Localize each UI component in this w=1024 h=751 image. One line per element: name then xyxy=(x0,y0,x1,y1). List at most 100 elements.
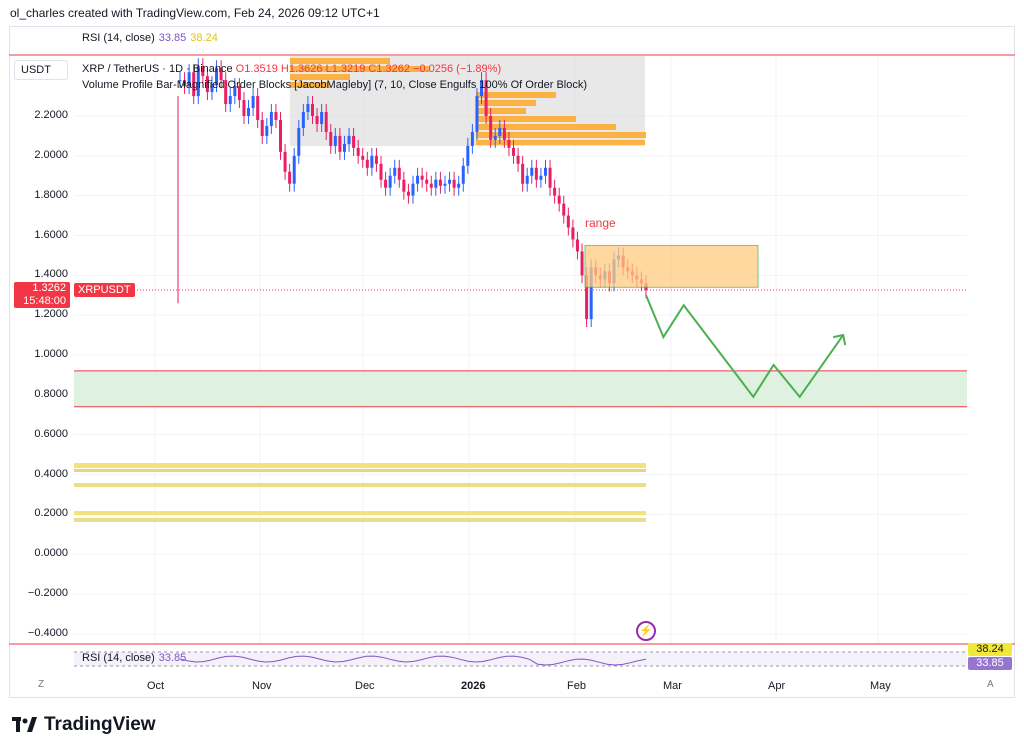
auto-scale-button[interactable]: A xyxy=(987,679,994,690)
candle-body xyxy=(507,139,511,148)
price-tick-label: 2.2000 xyxy=(34,109,68,121)
candle-body xyxy=(260,119,264,136)
rsi-pane xyxy=(74,651,967,667)
candle-body xyxy=(288,171,292,184)
rsi-band xyxy=(74,652,967,666)
candle xyxy=(256,88,260,128)
candle xyxy=(388,167,392,196)
candle xyxy=(475,88,479,140)
candle xyxy=(347,127,351,152)
candle xyxy=(411,175,415,204)
candle xyxy=(566,207,570,236)
time-tick-label: Oct xyxy=(147,680,165,692)
candle xyxy=(201,58,205,85)
rsi-top-legend: RSI (14, close) 33.85 38.24 xyxy=(82,32,218,44)
rsi-top-label: RSI (14, close) xyxy=(82,32,155,44)
candle-body xyxy=(589,267,593,320)
candle xyxy=(374,147,378,172)
candle xyxy=(187,64,191,95)
tradingview-logo-icon xyxy=(12,717,37,732)
candle xyxy=(310,96,314,124)
candle xyxy=(288,163,292,192)
indicator-legend[interactable]: Volume Profile Bar-Magnified Order Block… xyxy=(82,79,588,91)
candle xyxy=(489,108,493,148)
candle xyxy=(274,104,278,128)
candle xyxy=(297,119,301,164)
candle-body xyxy=(448,179,452,184)
candle xyxy=(425,171,429,192)
candle-body xyxy=(388,175,392,188)
price-tick-label: 0.8000 xyxy=(34,387,68,400)
candle-body xyxy=(329,131,333,146)
candle-body xyxy=(580,251,584,276)
symbol-name: XRP / TetherUS · 1D · Binance xyxy=(82,63,233,75)
last-price-value: 1.3262 xyxy=(32,282,66,294)
candle-body xyxy=(434,179,438,188)
candle xyxy=(338,127,342,160)
price-tick-label: 1.2000 xyxy=(34,308,68,321)
candle-body xyxy=(247,108,251,116)
candle xyxy=(183,72,187,95)
lightning-icon[interactable]: ⚡ xyxy=(636,621,656,641)
candle-body xyxy=(530,167,534,176)
candle-body xyxy=(342,143,346,152)
symbol-legend[interactable]: XRP / TetherUS · 1D · Binance O1.3519 H1… xyxy=(82,63,501,75)
candle xyxy=(242,92,246,124)
price-tick-label: 0.2000 xyxy=(34,507,68,520)
rsi-bottom-legend[interactable]: RSI (14, close) 33.85 xyxy=(82,652,186,664)
tradingview-logo[interactable]: TradingView xyxy=(12,714,156,736)
order-block-yellow xyxy=(74,483,646,487)
rsi-bottom-label: RSI (14, close) xyxy=(82,652,155,664)
currency-selector[interactable]: USDT xyxy=(14,60,68,80)
candle xyxy=(352,127,356,156)
candle-body xyxy=(493,135,497,140)
candle xyxy=(406,183,410,204)
volume-profile-bars xyxy=(74,56,646,522)
candle xyxy=(580,243,584,284)
rsi-top-value2: 38.24 xyxy=(190,32,218,44)
candle-body xyxy=(512,147,516,156)
candle xyxy=(228,88,232,113)
projection-path xyxy=(645,294,845,399)
candle-body xyxy=(502,127,506,140)
candle-body xyxy=(333,135,337,146)
candle-body xyxy=(310,104,314,116)
candle-body xyxy=(301,112,305,128)
price-tick-label: 2.0000 xyxy=(34,148,68,161)
candle xyxy=(534,159,538,188)
candle-body xyxy=(297,127,301,156)
price-tick-label: −0.4000 xyxy=(27,626,68,639)
candle-body xyxy=(178,80,182,82)
candle-body xyxy=(183,80,187,87)
candle xyxy=(553,179,557,204)
candle xyxy=(196,58,200,105)
candle-body xyxy=(452,179,456,188)
zoom-button[interactable]: Z xyxy=(38,679,45,690)
range-annotation-label: range xyxy=(585,216,616,230)
candle xyxy=(448,171,452,192)
candle-body xyxy=(443,183,447,186)
rsi-badge-purple: 33.85 xyxy=(968,657,1012,670)
candle xyxy=(502,119,506,148)
candle-body xyxy=(379,163,383,180)
candle-body xyxy=(553,187,557,196)
candle-body xyxy=(397,167,401,180)
candle-body xyxy=(315,116,319,124)
volume-profile-bar xyxy=(290,58,390,64)
candle xyxy=(219,60,223,89)
candle xyxy=(237,78,241,109)
candle-body xyxy=(251,96,255,109)
price-tick-label: 0.6000 xyxy=(34,427,68,440)
candle xyxy=(192,64,196,105)
candle xyxy=(548,159,552,196)
candle-body xyxy=(361,155,365,160)
candle-body xyxy=(466,145,470,166)
candle xyxy=(333,127,337,154)
candle xyxy=(452,171,456,196)
candle xyxy=(205,68,209,101)
time-tick-label: Dec xyxy=(355,680,375,692)
candle xyxy=(480,72,484,105)
candle xyxy=(379,155,383,188)
candle-body xyxy=(210,84,214,93)
